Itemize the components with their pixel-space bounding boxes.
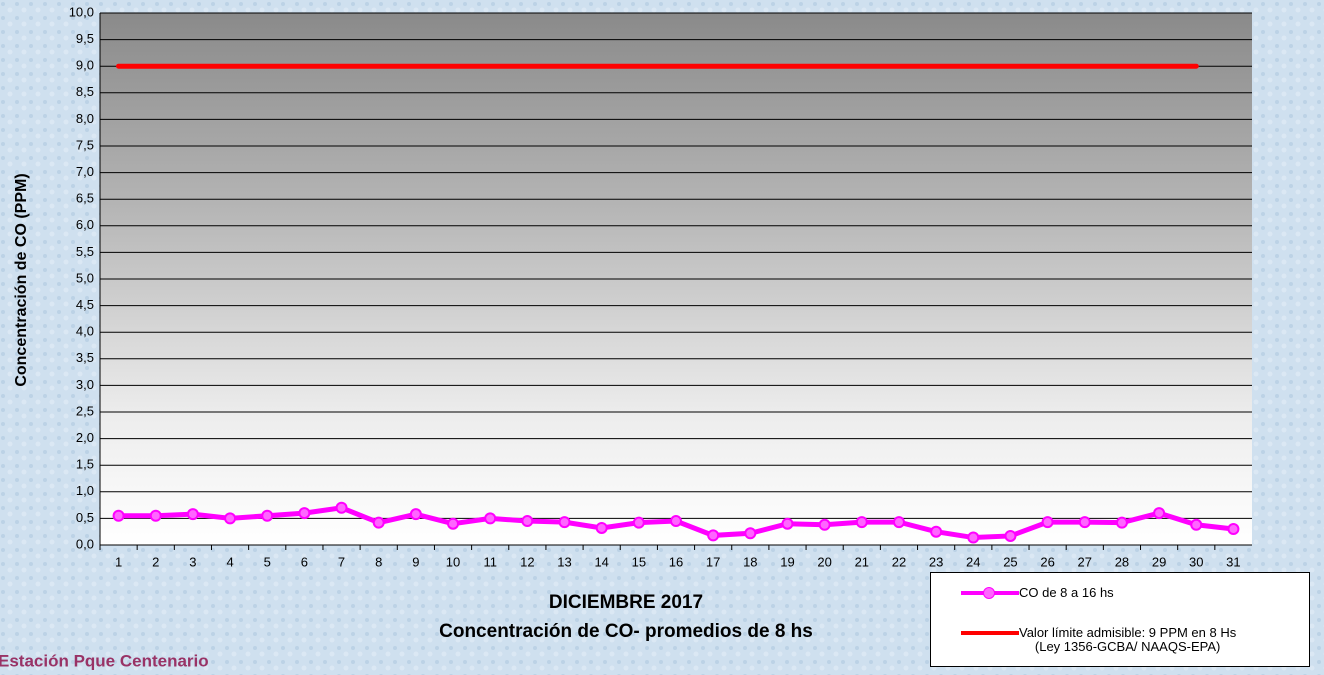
x-tick-label: 12 [520, 554, 534, 569]
data-point [1190, 518, 1203, 531]
station-label: Estación Pque Centenario [0, 651, 209, 670]
x-tick-label: 24 [966, 554, 980, 569]
y-tick-label: 4,0 [76, 324, 94, 339]
x-tick-label: 20 [817, 554, 831, 569]
y-tick-label: 9,0 [76, 58, 94, 73]
x-tick-label: 15 [632, 554, 646, 569]
y-tick-label: 2,0 [76, 430, 94, 445]
y-tick-label: 9,5 [76, 31, 94, 46]
data-point [1115, 516, 1128, 529]
data-point [298, 507, 311, 520]
x-tick-label: 8 [375, 554, 382, 569]
data-point [484, 512, 497, 525]
x-tick-label: 23 [929, 554, 943, 569]
data-point [1041, 516, 1054, 529]
data-point [855, 516, 868, 529]
x-tick-label: 29 [1152, 554, 1166, 569]
x-tick-label: 4 [226, 554, 233, 569]
x-axis-title: DICIEMBRE 2017 [549, 592, 703, 613]
x-tick-label: 5 [264, 554, 271, 569]
y-tick-label: 7,0 [76, 164, 94, 179]
y-tick-label: 7,5 [76, 137, 94, 152]
x-tick-label: 14 [594, 554, 608, 569]
x-tick-label: 31 [1226, 554, 1240, 569]
data-point [372, 516, 385, 529]
legend-label: CO de 8 a 16 hs [1019, 585, 1114, 600]
data-point [1227, 523, 1240, 536]
x-tick-label: 16 [669, 554, 683, 569]
y-tick-label: 1,5 [76, 457, 94, 472]
data-point [1078, 516, 1091, 529]
x-tick-label: 17 [706, 554, 720, 569]
x-tick-label: 27 [1078, 554, 1092, 569]
x-tick-label: 22 [892, 554, 906, 569]
subtitle: Concentración de CO- promedios de 8 hs [439, 621, 813, 642]
y-tick-label: 0,5 [76, 510, 94, 525]
y-axis-title: Concentración de CO (PPM) [13, 173, 30, 386]
y-tick-label: 0,0 [76, 536, 94, 551]
x-tick-label: 18 [743, 554, 757, 569]
x-tick-label: 3 [189, 554, 196, 569]
y-tick-label: 5,0 [76, 270, 94, 285]
x-tick-label: 6 [301, 554, 308, 569]
data-point [818, 518, 831, 531]
data-point [707, 529, 720, 542]
data-point [261, 509, 274, 522]
x-tick-label: 9 [412, 554, 419, 569]
y-tick-label: 4,5 [76, 297, 94, 312]
y-tick-label: 3,5 [76, 350, 94, 365]
x-tick-label: 21 [855, 554, 869, 569]
data-point [1004, 529, 1017, 542]
data-point [558, 516, 571, 529]
data-point [967, 531, 980, 544]
data-point [632, 516, 645, 529]
y-tick-label: 6,5 [76, 191, 94, 206]
legend-item: CO de 8 a 16 hs [931, 585, 1309, 625]
data-point [186, 508, 199, 521]
data-point [1153, 507, 1166, 520]
y-tick-label: 2,5 [76, 403, 94, 418]
y-tick-label: 3,0 [76, 377, 94, 392]
x-tick-label: 19 [780, 554, 794, 569]
x-tick-label: 30 [1189, 554, 1203, 569]
data-point [892, 516, 905, 529]
x-tick-label: 2 [152, 554, 159, 569]
x-tick-label: 13 [557, 554, 571, 569]
x-tick-label: 10 [446, 554, 460, 569]
data-point [744, 527, 757, 540]
x-tick-label: 7 [338, 554, 345, 569]
data-point [781, 517, 794, 530]
data-point [521, 515, 534, 528]
legend-label: Valor límite admisible: 9 PPM en 8 Hs (L… [1019, 625, 1237, 654]
data-point [930, 525, 943, 538]
y-tick-label: 10,0 [69, 4, 94, 19]
legend-swatch [961, 631, 1019, 635]
data-point [409, 508, 422, 521]
data-point [149, 509, 162, 522]
data-point [335, 501, 348, 514]
x-tick-label: 26 [1040, 554, 1054, 569]
legend-marker [983, 587, 995, 599]
legend-item: Valor límite admisible: 9 PPM en 8 Hs (L… [931, 625, 1309, 665]
y-tick-label: 8,0 [76, 111, 94, 126]
y-tick-label: 5,5 [76, 244, 94, 259]
y-tick-label: 6,0 [76, 217, 94, 232]
data-point [447, 517, 460, 530]
x-tick-label: 1 [115, 554, 122, 569]
x-tick-label: 25 [1003, 554, 1017, 569]
data-point [595, 521, 608, 534]
legend: CO de 8 a 16 hs Valor límite admisible: 9… [930, 572, 1310, 667]
x-tick-label: 28 [1115, 554, 1129, 569]
data-point [670, 515, 682, 528]
y-tick-label: 8,5 [76, 84, 94, 99]
y-tick-label: 1,0 [76, 483, 94, 498]
legend-swatch [961, 587, 1019, 599]
x-tick-label: 11 [483, 554, 497, 569]
data-point [224, 512, 237, 525]
data-point [112, 509, 125, 522]
